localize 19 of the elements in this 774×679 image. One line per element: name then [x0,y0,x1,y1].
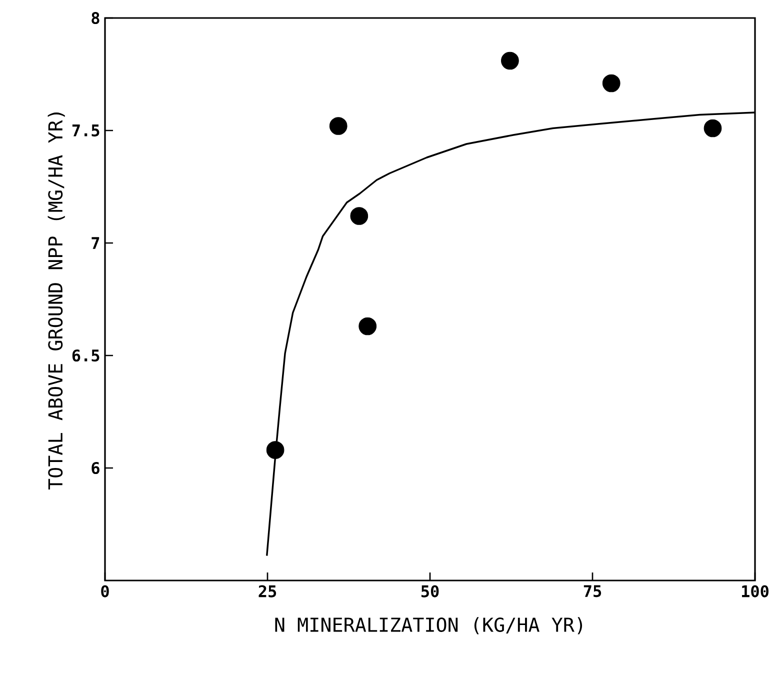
x-tick-label: 25 [258,585,276,598]
point [329,117,348,135]
x-tick-label: 75 [584,585,602,598]
point [266,441,284,459]
y-tick-label: 8 [92,12,100,24]
point [350,207,368,225]
y-axis-title: TOTAL ABOVE GROUND NPP (MG/HA YR) [48,112,65,490]
y-tick-label: 7 [92,237,100,249]
point [602,74,620,92]
y-tick-label: 6 [92,462,100,474]
x-tick-label: 100 [742,585,768,598]
point [704,119,722,138]
point [358,317,377,336]
x-tick-label: 50 [421,585,439,598]
y-tick-label: 6.5 [72,349,100,362]
y-tick-label: 7.5 [72,124,100,136]
x-axis-title: N MINERALIZATION (KG/HA YR) [275,617,582,634]
x-tick-label: 0 [101,585,109,598]
point [501,52,519,70]
